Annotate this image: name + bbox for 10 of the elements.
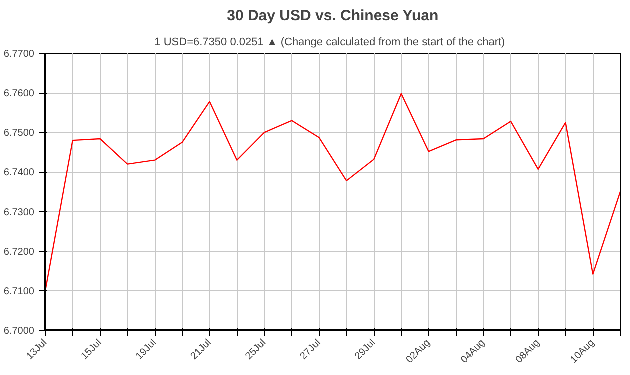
y-tick-label: 6.7300 <box>4 207 35 218</box>
chart-title: 30 Day USD vs. Chinese Yuan <box>227 8 439 24</box>
y-tick-label: 6.7000 <box>4 326 35 337</box>
y-tick-label: 6.7700 <box>4 49 35 60</box>
y-tick-label: 6.7600 <box>4 88 35 100</box>
y-tick-label: 6.7100 <box>4 286 35 298</box>
chart-subtitle: 1 USD=6.7350 0.0251 ▲ (Change calculated from the start of the chart) <box>154 36 506 48</box>
y-tick-label: 6.7200 <box>4 246 35 258</box>
y-tick-label: 6.7500 <box>4 128 35 140</box>
y-tick-label: 6.7400 <box>4 168 35 179</box>
